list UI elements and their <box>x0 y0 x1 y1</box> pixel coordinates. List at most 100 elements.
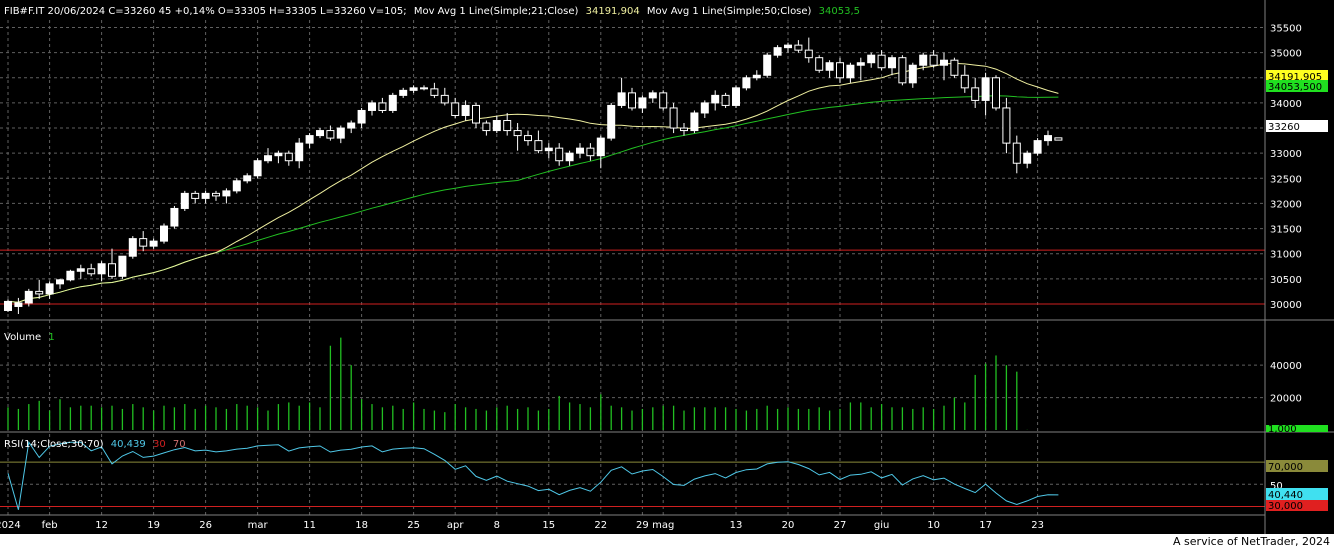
candle-up <box>170 207 179 227</box>
volume-label: Volume <box>4 332 41 343</box>
date-tick-label: 23 <box>1031 520 1044 531</box>
candle-down <box>1012 142 1021 164</box>
candle-down <box>669 107 678 129</box>
date-tick-label: feb <box>42 520 58 531</box>
price-tick-label: 35500 <box>1270 24 1302 35</box>
chart-canvas: 3000030500310003150032000325003300033500… <box>0 0 1334 534</box>
candle-up <box>388 94 397 111</box>
candle-down <box>680 127 688 132</box>
rsi-low-level: 30 <box>153 439 166 450</box>
candle-down <box>586 147 595 157</box>
candle-up <box>274 152 283 157</box>
candle-down <box>139 238 148 247</box>
candle-up <box>368 102 376 111</box>
candle-up <box>232 180 241 192</box>
rsi-high-tag-text: 70,000 <box>1268 462 1303 473</box>
candle-down <box>1054 137 1063 141</box>
candle-down <box>992 77 1000 109</box>
candle-down <box>191 192 200 199</box>
candle-down <box>659 92 668 109</box>
candle-up <box>409 87 418 91</box>
candle-up <box>97 263 106 275</box>
instrument-info: FIB#F.IT 20/06/2024 C=33260 45 +0,14% O=… <box>4 6 407 17</box>
horizontal-levels <box>0 249 1265 305</box>
candle-up <box>825 62 834 71</box>
candle-up <box>638 97 647 109</box>
rsi-label: RSI(14;Close;30;70) <box>4 439 104 450</box>
candle-up <box>940 59 948 66</box>
candle-up <box>56 279 64 285</box>
candle-up <box>763 54 772 76</box>
candle-up <box>66 270 75 281</box>
candle-up <box>305 135 314 144</box>
candle-down <box>721 94 730 106</box>
ma21-legend-label: Mov Avg 1 Line(Simple;21;Close) <box>414 6 579 17</box>
date-tick-label: 8 <box>494 520 500 531</box>
rsi-value-tag-text: 40,440 <box>1268 490 1303 501</box>
candle-up <box>461 104 470 116</box>
candle-down <box>534 140 543 152</box>
rsi-low-tag-text: 30,000 <box>1268 501 1303 512</box>
candle-up <box>908 64 917 84</box>
candle-up <box>1033 140 1042 154</box>
header-legend: FIB#F.IT 20/06/2024 C=33260 45 +0,14% O=… <box>4 6 860 17</box>
price-tick-label: 30000 <box>1270 300 1302 311</box>
candle-up <box>648 92 657 99</box>
volume-value: 1 <box>48 332 54 343</box>
date-tick-label: 11 <box>303 520 316 531</box>
candle-down <box>929 54 938 66</box>
candle-down <box>513 130 522 137</box>
candle-down <box>440 94 449 104</box>
candle-down <box>815 57 824 71</box>
volume-series <box>7 337 1028 430</box>
candle-up <box>856 62 865 66</box>
candle-up <box>919 54 928 66</box>
date-tick-label: 18 <box>355 520 368 531</box>
candle-up <box>180 192 189 209</box>
candle-up <box>336 127 345 139</box>
candle-down <box>284 152 293 162</box>
candle-up <box>981 77 990 101</box>
candle-down <box>524 135 532 142</box>
date-tick-label: 19 <box>147 520 160 531</box>
price-tick-label: 31000 <box>1270 250 1302 261</box>
date-tick-label: 17 <box>979 520 992 531</box>
candle-up <box>565 152 574 162</box>
candle-up <box>784 44 792 49</box>
candle-down <box>503 120 512 132</box>
volume-last-tag-text: 1,000 <box>1268 424 1297 435</box>
date-tick-label: mag <box>652 520 674 531</box>
candle-up <box>357 109 366 124</box>
price-tick-label: 31500 <box>1270 225 1302 236</box>
candle-up <box>888 57 896 69</box>
rsi-value: 40,439 <box>111 439 146 450</box>
candle-up <box>846 64 855 79</box>
candlestick-series <box>4 37 1063 314</box>
candle-up <box>24 290 33 304</box>
candle-up <box>596 137 605 157</box>
candle-up <box>149 240 158 247</box>
date-tick-label: 13 <box>730 520 743 531</box>
candle-up <box>264 155 272 162</box>
price-tick-label: 35000 <box>1270 49 1302 60</box>
candle-down <box>836 62 844 79</box>
date-tick-label: 10 <box>927 520 940 531</box>
candle-down <box>898 57 907 84</box>
candle-up <box>399 89 408 96</box>
chart-background <box>0 0 1334 534</box>
candle-down <box>472 104 480 124</box>
date-tick-label: 12 <box>95 520 108 531</box>
rsi-low-tag <box>1266 500 1328 511</box>
candle-up <box>4 300 12 311</box>
candle-up <box>14 302 23 307</box>
candle-up <box>742 77 751 89</box>
candle-down <box>794 44 803 51</box>
candle-down <box>35 290 44 295</box>
volume-tick-label: 20000 <box>1270 394 1302 405</box>
last-price-tag-text: 33260 <box>1268 122 1300 133</box>
candle-down <box>430 88 439 96</box>
rsi-line <box>7 440 1059 510</box>
candle-up <box>1044 135 1052 142</box>
candle-up <box>222 190 231 197</box>
candle-up <box>773 47 782 56</box>
